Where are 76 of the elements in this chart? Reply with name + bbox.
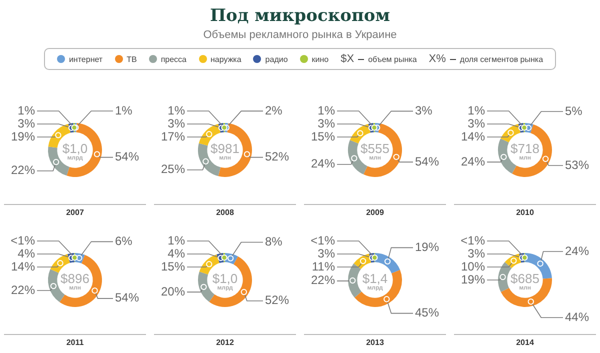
data-label: 3% <box>318 116 336 130</box>
text: $718 <box>510 141 540 156</box>
text: 2007 <box>4 204 146 217</box>
data-label: 54% <box>415 154 440 168</box>
data-label: 24% <box>460 154 486 168</box>
data-label: 15% <box>160 259 186 274</box>
data-label: 53% <box>565 158 590 172</box>
text: объем рынка <box>368 54 417 64</box>
data-label: 22% <box>10 163 36 178</box>
data-label: 3% <box>168 116 186 130</box>
data-label: 14% <box>460 129 486 144</box>
data-label: 3% <box>18 116 36 130</box>
data-label: 19% <box>415 240 440 254</box>
text: X% <box>428 53 446 65</box>
data-label: 24% <box>565 244 590 258</box>
data-label: 3% <box>468 116 486 130</box>
legend-label: ТВ <box>126 54 137 64</box>
data-label: 25% <box>160 162 186 176</box>
data-label: 5% <box>565 104 583 118</box>
text: 2013 <box>304 334 446 347</box>
data-label: 52% <box>265 150 290 164</box>
text: $685 <box>510 271 540 286</box>
data-label: 3% <box>318 246 336 260</box>
data-label: 24% <box>310 156 336 171</box>
data-label: 11% <box>312 259 336 274</box>
text: доля сегментов рынка <box>460 54 544 64</box>
legend-label: наружка <box>210 54 242 64</box>
data-label: 8% <box>265 234 283 249</box>
text: 2008 <box>154 204 296 217</box>
text: 2009 <box>304 204 446 217</box>
data-label: 6% <box>115 234 133 248</box>
data-label: 22% <box>10 282 36 297</box>
data-label: 17% <box>160 129 186 144</box>
data-label: 1% <box>468 103 486 118</box>
data-label: 52% <box>265 293 290 308</box>
text: $1,4 <box>362 271 388 286</box>
data-label: 54% <box>115 290 140 305</box>
text: $1,0 <box>62 141 88 156</box>
data-label: 10% <box>460 259 486 274</box>
legend-label: интернет <box>68 54 103 64</box>
data-label: 3% <box>468 246 486 260</box>
data-label: 1% <box>318 103 336 118</box>
data-label: 1% <box>168 233 186 248</box>
text: $1,0 <box>212 271 238 286</box>
data-label: 3% <box>415 103 433 118</box>
data-label: 45% <box>415 306 440 320</box>
legend-label: радио <box>265 54 288 64</box>
data-label: 19% <box>10 129 36 144</box>
text: 2012 <box>154 334 296 347</box>
text: $896 <box>60 271 90 286</box>
text: Под микроскопом <box>208 5 392 26</box>
data-label: 4% <box>168 246 186 260</box>
data-label: 19% <box>460 272 486 286</box>
data-label: 15% <box>310 129 336 144</box>
data-label: <1% <box>310 233 336 248</box>
text: $981 <box>210 141 240 156</box>
legend-label: пресса <box>160 54 186 64</box>
text: 2014 <box>454 334 596 347</box>
data-label: 1% <box>18 103 36 118</box>
data-label: 4% <box>18 246 36 260</box>
legend-label: кино <box>312 54 329 64</box>
data-label: 54% <box>115 150 140 164</box>
data-label: 22% <box>310 273 336 288</box>
text: 2010 <box>454 204 596 217</box>
data-label: 1% <box>168 103 186 118</box>
text: $555 <box>360 141 390 156</box>
data-label: <1% <box>10 233 36 248</box>
data-label: 2% <box>265 103 283 118</box>
data-label: <1% <box>460 233 486 248</box>
data-label: 1% <box>115 103 133 118</box>
data-label: 44% <box>565 310 590 324</box>
text: $X <box>340 53 354 65</box>
data-label: 20% <box>160 284 186 298</box>
text: 2011 <box>4 334 146 347</box>
data-label: 14% <box>10 259 36 274</box>
text: Объемы рекламного рынка в Украине <box>202 29 398 41</box>
